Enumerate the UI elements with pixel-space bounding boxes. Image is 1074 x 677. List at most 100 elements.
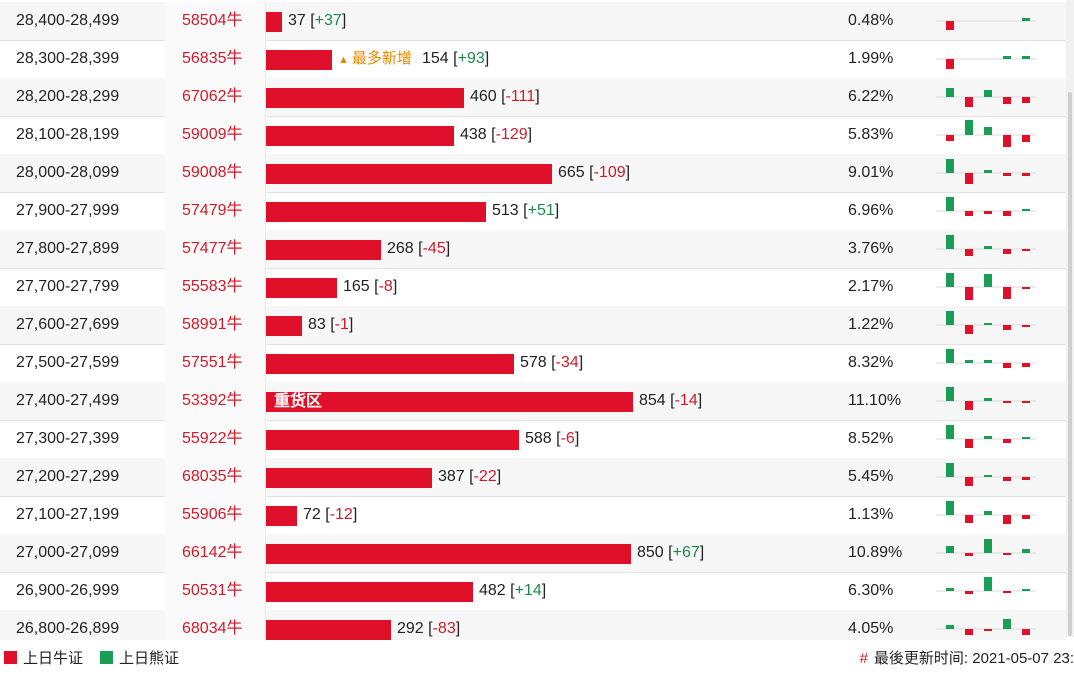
code-cell: 50531牛 (165, 572, 266, 610)
mini-bar (1003, 287, 1011, 299)
mini-bar (946, 501, 954, 515)
code-cell: 68035牛 (165, 458, 266, 496)
warrant-code-link[interactable]: 59008牛 (182, 164, 243, 181)
warrant-code-link[interactable]: 66142牛 (182, 544, 243, 561)
table-row[interactable]: 27,600-27,699 58991牛 83 [-1] 1.22% (0, 306, 1066, 345)
volume-bar[interactable] (266, 278, 337, 298)
percent-share: 4.05% (848, 620, 894, 637)
table-row[interactable]: 28,000-28,099 59008牛 665 [-109] 9.01% (0, 154, 1066, 193)
table-row[interactable]: 27,800-27,899 57477牛 268 [-45] 3.76% (0, 230, 1066, 269)
percent-share: 2.17% (848, 278, 894, 295)
warrant-code-link[interactable]: 57551牛 (182, 354, 243, 371)
volume-bar-cell: 83 [-1] (266, 306, 826, 344)
warrant-code-link[interactable]: 68034牛 (182, 620, 243, 637)
table-row[interactable]: 28,400-28,499 58504牛 37 [+37] 0.48% (0, 2, 1066, 41)
mini-bar (1003, 97, 1011, 104)
warrant-code-link[interactable]: 55922牛 (182, 430, 243, 447)
volume-bar-cell: 292 [-83] (266, 610, 826, 648)
warrant-code-link[interactable]: 68035牛 (182, 468, 243, 485)
warrant-code-link[interactable]: 59009牛 (182, 126, 243, 143)
mini-bar (965, 325, 973, 334)
volume-bar[interactable] (266, 582, 473, 602)
table-row[interactable]: 26,900-26,999 50531牛 482 [+14] 6.30% (0, 572, 1066, 611)
mini-bar (1022, 549, 1030, 553)
volume-number: 482 (479, 582, 506, 599)
volume-bar[interactable] (266, 202, 486, 222)
volume-change: -14 (674, 392, 698, 409)
warrant-code-link[interactable]: 55583牛 (182, 278, 243, 295)
volume-change: -34 (555, 354, 579, 371)
volume-change: +67 (672, 544, 700, 561)
volume-number: 154 (422, 50, 449, 67)
volume-bar[interactable] (266, 12, 282, 32)
volume-bar[interactable] (266, 430, 519, 450)
warrant-code-link[interactable]: 57479牛 (182, 202, 243, 219)
mini-bar (984, 436, 992, 439)
warrant-code-link[interactable]: 58991牛 (182, 316, 243, 333)
volume-bar[interactable] (266, 620, 391, 640)
warrant-code-link[interactable]: 67062牛 (182, 88, 243, 105)
mini-history-chart (936, 458, 1036, 496)
volume-bar-cell: 513 [+51] (266, 192, 826, 230)
mini-bar (946, 546, 954, 553)
mini-bar (1022, 437, 1030, 439)
table-row[interactable]: 28,200-28,299 67062牛 460 [-111] 6.22% (0, 78, 1066, 117)
price-range: 26,800-26,899 (16, 620, 120, 637)
table-row[interactable]: 27,500-27,599 57551牛 578 [-34] 8.32% (0, 344, 1066, 383)
mini-bar (946, 235, 954, 249)
mini-bar (1022, 477, 1030, 480)
volume-bar[interactable]: 重货区 (266, 392, 633, 412)
volume-bar[interactable] (266, 468, 432, 488)
mini-bars-svg (936, 619, 1036, 635)
table-row[interactable]: 27,400-27,499 53392牛 重货区 854 [-14] 11.10% (0, 382, 1066, 421)
table-row[interactable]: 27,300-27,399 55922牛 588 [-6] 8.52% (0, 420, 1066, 459)
bull-swatch-icon (4, 651, 17, 664)
percent-share: 1.13% (848, 506, 894, 523)
mini-bar (965, 360, 973, 363)
mini-bar (1022, 56, 1030, 59)
warrant-code-link[interactable]: 57477牛 (182, 240, 243, 257)
table-row[interactable]: 27,900-27,999 57479牛 513 [+51] 6.96% (0, 192, 1066, 231)
table-row[interactable]: 28,100-28,199 59009牛 438 [-129] 5.83% (0, 116, 1066, 155)
volume-bar[interactable] (266, 50, 332, 70)
mini-bar (1003, 401, 1011, 403)
warrant-code-link[interactable]: 58504牛 (182, 12, 243, 29)
percent-share: 0.48% (848, 12, 894, 29)
volume-bar[interactable] (266, 316, 302, 336)
volume-bar[interactable] (266, 506, 297, 526)
warrant-code-link[interactable]: 50531牛 (182, 582, 243, 599)
price-range: 27,400-27,499 (16, 392, 120, 409)
volume-bar[interactable] (266, 544, 631, 564)
mini-history-chart (936, 154, 1036, 192)
volume-bar-cell: 72 [-12] (266, 496, 826, 534)
volume-value: 438 [-129] (460, 126, 533, 143)
scrollbar-thumb[interactable] (1068, 92, 1072, 636)
percent-share: 6.96% (848, 202, 894, 219)
legend-bull: 上日牛证 (4, 650, 83, 668)
table-row[interactable]: 27,000-27,099 66142牛 850 [+67] 10.89% (0, 534, 1066, 573)
volume-number: 292 (397, 620, 424, 637)
warrant-code-link[interactable]: 53392牛 (182, 392, 243, 409)
mini-bar (965, 211, 973, 216)
mini-bar (984, 90, 992, 97)
table-row[interactable]: 28,300-28,399 56835牛 ▲ 最多新增 154 [+93] 1.99% (0, 40, 1066, 79)
code-cell: 59008牛 (165, 154, 266, 192)
table-row[interactable]: 27,700-27,799 55583牛 165 [-8] 2.17% (0, 268, 1066, 307)
table-row[interactable]: 27,100-27,199 55906牛 72 [-12] 1.13% (0, 496, 1066, 535)
warrant-code-link[interactable]: 56835牛 (182, 50, 243, 67)
mini-bar (946, 349, 954, 363)
volume-bar[interactable] (266, 354, 514, 374)
percent-share: 5.83% (848, 126, 894, 143)
volume-bar[interactable] (266, 240, 381, 260)
volume-bar[interactable] (266, 164, 552, 184)
mini-bar (984, 170, 992, 173)
code-cell: 59009牛 (165, 116, 266, 154)
mini-bar (1003, 325, 1011, 330)
volume-bar[interactable] (266, 88, 464, 108)
percent-share: 1.22% (848, 316, 894, 333)
warrant-code-link[interactable]: 55906牛 (182, 506, 243, 523)
price-range: 27,100-27,199 (16, 506, 120, 523)
volume-bar[interactable] (266, 126, 454, 146)
table-row[interactable]: 27,200-27,299 68035牛 387 [-22] 5.45% (0, 458, 1066, 497)
mini-history-chart (936, 116, 1036, 154)
